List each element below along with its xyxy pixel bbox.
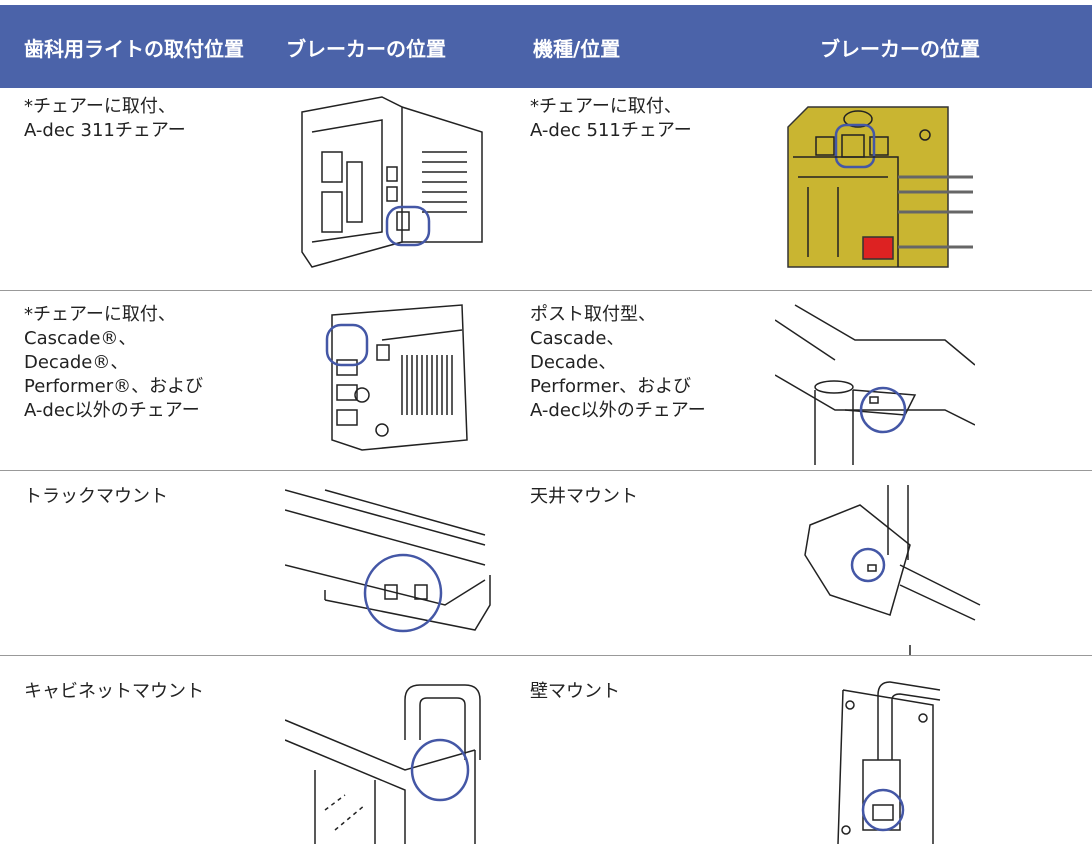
text-line: 壁マウント	[530, 681, 620, 702]
header-cell: ブレーカーの位置	[820, 37, 980, 61]
illustration	[787, 106, 973, 268]
text-line: キャビネットマウント	[24, 681, 204, 702]
illustration	[285, 684, 481, 844]
text-line: 天井マウント	[530, 486, 638, 507]
cell-text: *チェアーに取付、 A-dec 311チェアー	[24, 95, 186, 143]
table-header: 歯科用ライトの取付位置 ブレーカーの位置 機種/位置 ブレーカーの位置	[0, 5, 1092, 88]
text-line: *チェアーに取付、	[530, 96, 682, 117]
cell-text: 天井マウント	[530, 485, 638, 509]
text-line: *チェアーに取付、	[24, 304, 176, 325]
text-line: Performer®、および	[24, 376, 204, 397]
illustration	[837, 681, 941, 844]
illustration	[775, 304, 975, 465]
text-line: Cascade®、	[24, 328, 137, 349]
header-cell: ブレーカーの位置	[286, 37, 446, 61]
cell-text: ポスト取付型、 Cascade、 Decade、 Performer、および A-dec…	[530, 303, 706, 423]
cell-text: 壁マウント	[530, 680, 620, 704]
cell-text: キャビネットマウント	[24, 680, 204, 704]
row-separator	[0, 290, 1092, 291]
illustration	[325, 304, 468, 451]
row-separator	[0, 470, 1092, 471]
text-line: *チェアーに取付、	[24, 96, 176, 117]
row-separator	[0, 655, 1092, 656]
illustration	[285, 489, 491, 633]
text-line: Cascade、	[530, 328, 625, 349]
illustration	[301, 96, 483, 268]
cell-text: トラックマウント	[24, 485, 168, 509]
text-line: A-dec以外のチェアー	[24, 400, 200, 421]
text-line: A-dec以外のチェアー	[530, 400, 706, 421]
header-cell: 機種/位置	[533, 37, 621, 61]
cell-text: *チェアーに取付、 A-dec 511チェアー	[530, 95, 692, 143]
text-line: Performer、および	[530, 376, 692, 397]
cell-text: *チェアーに取付、 Cascade®、 Decade®、 Performer®、および…	[24, 303, 203, 423]
text-line: ポスト取付型、	[530, 304, 656, 325]
text-line: Decade®、	[24, 352, 129, 373]
illustration	[804, 485, 981, 655]
text-line: A-dec 311チェアー	[24, 120, 186, 141]
text-line: Decade、	[530, 352, 617, 373]
text-line: A-dec 511チェアー	[530, 120, 692, 141]
text-line: トラックマウント	[24, 486, 168, 507]
header-cell: 歯科用ライトの取付位置	[24, 37, 244, 61]
